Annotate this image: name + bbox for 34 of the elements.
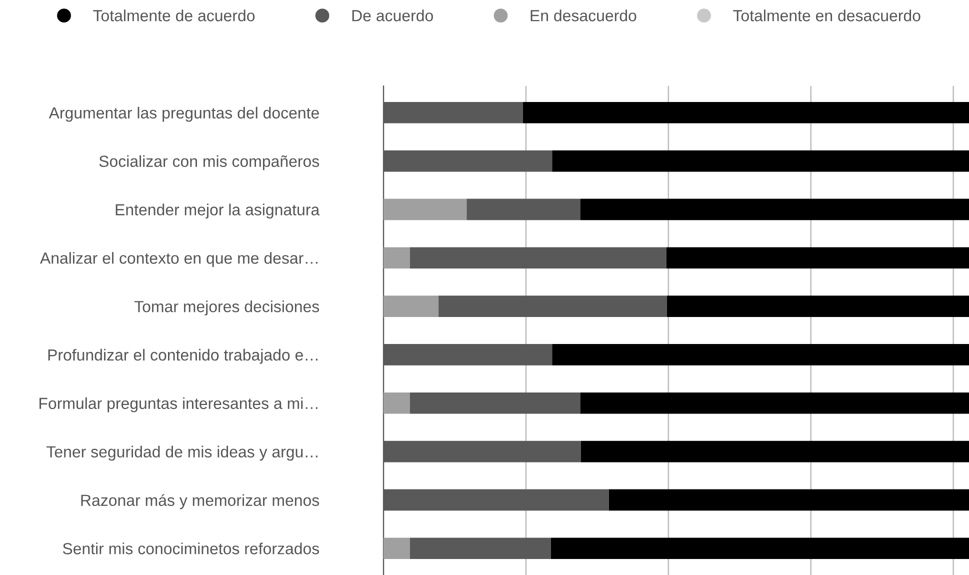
bar xyxy=(384,247,410,269)
bar xyxy=(580,198,969,220)
bar xyxy=(608,489,969,511)
bar xyxy=(384,296,439,317)
y-tick-label: Tener seguridad de mis ideas y argu… xyxy=(46,446,318,461)
bar xyxy=(580,440,969,462)
y-tick-label: Profundizar el contenido trabajado e… xyxy=(48,348,318,364)
legend-label: Totalmente en desacuerdo xyxy=(733,10,920,22)
y-tick-label: Sentir mis conociminetos reforzados xyxy=(62,542,320,554)
bar xyxy=(410,392,580,414)
bar xyxy=(522,102,969,124)
bar xyxy=(438,296,667,317)
bar xyxy=(552,150,969,172)
bar xyxy=(384,392,410,414)
bar xyxy=(466,198,580,220)
bar xyxy=(384,538,410,560)
y-tick-label: Argumentar las preguntas del docente xyxy=(48,106,319,122)
legend-label: En desacuerdo xyxy=(530,10,636,22)
y-tick-label: Analizar el contexto en que me desar… xyxy=(40,252,318,267)
y-tick-label: Razonar más y memorizar menos xyxy=(81,494,320,510)
bar xyxy=(552,344,969,366)
bar xyxy=(384,198,467,220)
y-tick-label: Entender mejor la asignatura xyxy=(116,204,320,219)
bar xyxy=(410,538,551,560)
y-tick-label: Tomar mejores decisiones xyxy=(134,300,320,316)
legend-label: Totalmente de acuerdo xyxy=(93,10,255,22)
bar xyxy=(666,247,969,269)
bar xyxy=(580,392,969,414)
y-tick-label: Formular preguntas interesantes a mi… xyxy=(40,397,318,412)
bar xyxy=(410,247,666,269)
bar xyxy=(550,538,969,560)
legend-label: De acuerdo xyxy=(352,10,433,22)
y-tick-label: Socializar con mis compañeros xyxy=(99,155,320,170)
bar xyxy=(666,296,969,317)
